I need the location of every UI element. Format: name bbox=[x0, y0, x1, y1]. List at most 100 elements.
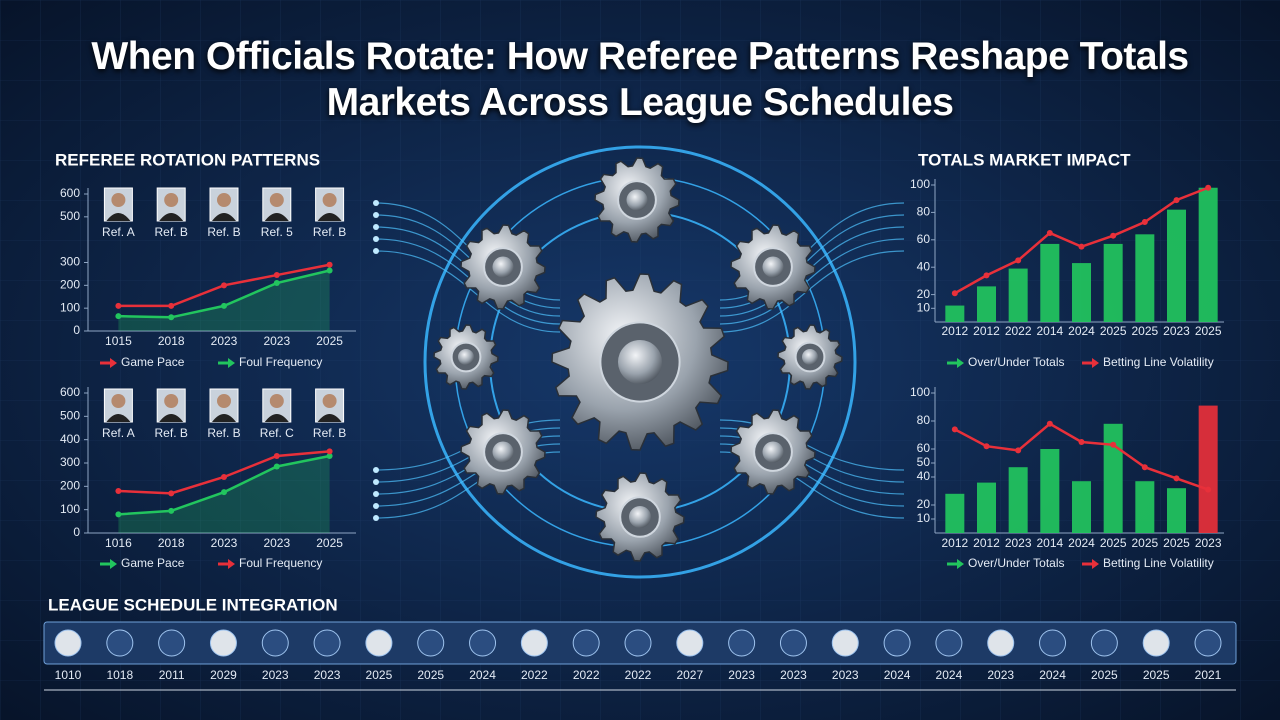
schedule-icon bbox=[624, 629, 652, 657]
section-title: REFEREE ROTATION PATTERNS bbox=[55, 150, 320, 169]
point bbox=[1205, 486, 1212, 493]
point bbox=[273, 453, 280, 459]
timeline-label: 2024 bbox=[884, 668, 911, 682]
bar bbox=[977, 286, 996, 322]
point bbox=[115, 488, 122, 494]
schedule-icon bbox=[728, 629, 756, 657]
x-tick-label: 2025 bbox=[1100, 536, 1127, 550]
y-tick-label: 400 bbox=[60, 432, 80, 446]
timeline-label: 2024 bbox=[469, 668, 496, 682]
referee-head bbox=[217, 394, 231, 408]
x-tick-label: 2012 bbox=[973, 536, 1000, 550]
schedule-icon bbox=[1090, 629, 1118, 657]
legend-swatch bbox=[110, 358, 117, 368]
bar bbox=[1198, 405, 1218, 533]
x-tick-label: 2012 bbox=[941, 324, 968, 338]
wire-node bbox=[373, 224, 379, 230]
bar bbox=[1167, 488, 1186, 533]
referee-head bbox=[111, 394, 126, 408]
gear-center bbox=[802, 349, 818, 365]
schedule-icon bbox=[1142, 629, 1170, 657]
bar bbox=[977, 482, 996, 533]
referee-shirt bbox=[159, 213, 184, 221]
bar bbox=[1008, 268, 1028, 322]
referee-shirt bbox=[317, 414, 342, 422]
wire-node bbox=[373, 236, 379, 242]
timeline-label: 2025 bbox=[417, 668, 444, 682]
point bbox=[1110, 232, 1117, 239]
legend-swatch bbox=[1092, 358, 1099, 368]
point bbox=[1078, 243, 1085, 250]
point bbox=[273, 280, 280, 287]
x-tick-label: 2025 bbox=[1163, 536, 1190, 550]
referee-head bbox=[322, 193, 337, 207]
timeline-label: 2024 bbox=[1039, 668, 1066, 682]
y-tick-label: 500 bbox=[60, 409, 80, 423]
schedule-icon bbox=[831, 629, 859, 657]
referee-label: Ref. B bbox=[313, 225, 346, 239]
referee-label: Ref. B bbox=[207, 426, 240, 440]
wire-node bbox=[373, 467, 379, 473]
point bbox=[1141, 218, 1148, 225]
referee-label: Ref. A bbox=[102, 426, 135, 440]
point bbox=[273, 463, 280, 470]
x-tick-label: 2023 bbox=[263, 536, 290, 550]
wire-node bbox=[373, 200, 379, 206]
legend-swatch bbox=[957, 358, 964, 368]
gear-center bbox=[629, 506, 651, 528]
y-tick-label: 60 bbox=[917, 441, 931, 455]
timeline-label: 2025 bbox=[366, 668, 393, 682]
legend-swatch bbox=[228, 358, 235, 368]
point bbox=[168, 490, 175, 497]
gear-center bbox=[492, 256, 514, 278]
schedule-icon bbox=[158, 629, 186, 657]
wire bbox=[719, 238, 905, 325]
referee-shirt bbox=[317, 213, 342, 221]
referee-head bbox=[217, 193, 231, 207]
y-tick-label: 600 bbox=[60, 186, 80, 200]
point bbox=[326, 267, 333, 274]
y-tick-label: 200 bbox=[60, 479, 80, 493]
legend-swatch bbox=[957, 559, 964, 569]
wire-node bbox=[373, 212, 379, 218]
x-tick-label: 2023 bbox=[263, 334, 290, 348]
timeline-label: 2023 bbox=[780, 668, 807, 682]
referee-shirt bbox=[212, 213, 236, 221]
x-tick-label: 2014 bbox=[1036, 536, 1063, 550]
point bbox=[221, 489, 227, 496]
schedule-icon bbox=[261, 629, 289, 657]
referee-label: Ref. A bbox=[102, 225, 135, 239]
point bbox=[951, 426, 958, 433]
point bbox=[1205, 184, 1212, 191]
point bbox=[326, 261, 333, 268]
timeline-label: 2022 bbox=[625, 668, 652, 682]
wire bbox=[375, 250, 561, 333]
x-tick-label: 2024 bbox=[1068, 536, 1095, 550]
bar bbox=[945, 305, 965, 322]
legend-swatch bbox=[1092, 559, 1099, 569]
bar bbox=[1103, 243, 1123, 322]
point bbox=[115, 511, 122, 518]
y-tick-label: 200 bbox=[60, 278, 80, 292]
y-tick-label: 100 bbox=[910, 177, 930, 191]
legend-label: Foul Frequency bbox=[239, 355, 322, 369]
x-tick-label: 2025 bbox=[1195, 324, 1222, 338]
referee-label: Ref. C bbox=[260, 426, 294, 440]
timeline-label: 2023 bbox=[728, 668, 755, 682]
bar bbox=[945, 493, 965, 533]
y-tick-label: 100 bbox=[60, 300, 80, 314]
wire-node bbox=[373, 248, 379, 254]
referee-shirt bbox=[264, 213, 289, 221]
y-tick-label: 40 bbox=[917, 469, 931, 483]
schedule-icon bbox=[106, 629, 134, 657]
bar bbox=[1167, 209, 1186, 322]
referee-head bbox=[164, 394, 179, 408]
x-tick-label: 2025 bbox=[316, 334, 343, 348]
y-tick-label: 300 bbox=[60, 255, 80, 269]
y-tick-label: 80 bbox=[917, 205, 931, 219]
point bbox=[983, 443, 990, 450]
y-tick-label: 0 bbox=[73, 323, 80, 337]
legend-label: Game Pace bbox=[121, 355, 185, 369]
timeline-label: 2022 bbox=[521, 668, 548, 682]
